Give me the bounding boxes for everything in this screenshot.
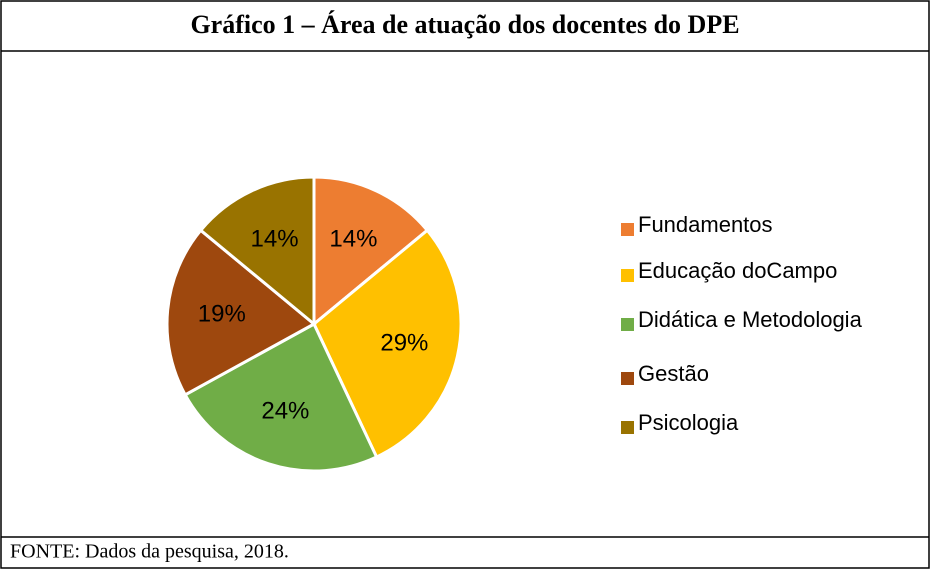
legend-swatch xyxy=(621,269,634,282)
pie-slice xyxy=(312,175,430,328)
legend-label: Gestão xyxy=(638,361,709,386)
pie-slice xyxy=(198,175,316,328)
legend-label: Didática e Metodologia xyxy=(638,307,863,332)
legend-swatch xyxy=(621,372,634,385)
data-label: 19% xyxy=(198,301,246,328)
legend-label: Educação doCampo xyxy=(638,258,837,283)
data-label: 29% xyxy=(380,330,428,357)
source-note: FONTE: Dados da pesquisa, 2018. xyxy=(10,541,289,563)
legend-label: Psicologia xyxy=(638,410,739,435)
data-label: 24% xyxy=(261,397,309,424)
data-label: 14% xyxy=(329,226,377,253)
legend-label: Fundamentos xyxy=(638,212,773,237)
pie-slice xyxy=(165,228,317,397)
legend-swatch xyxy=(621,223,634,236)
data-label: 14% xyxy=(251,226,299,253)
pie-slice xyxy=(183,321,379,473)
chart-title: Gráfico 1 – Área de atuação dos docentes… xyxy=(190,10,739,39)
legend-swatch xyxy=(621,318,634,331)
legend-swatch xyxy=(621,421,634,434)
